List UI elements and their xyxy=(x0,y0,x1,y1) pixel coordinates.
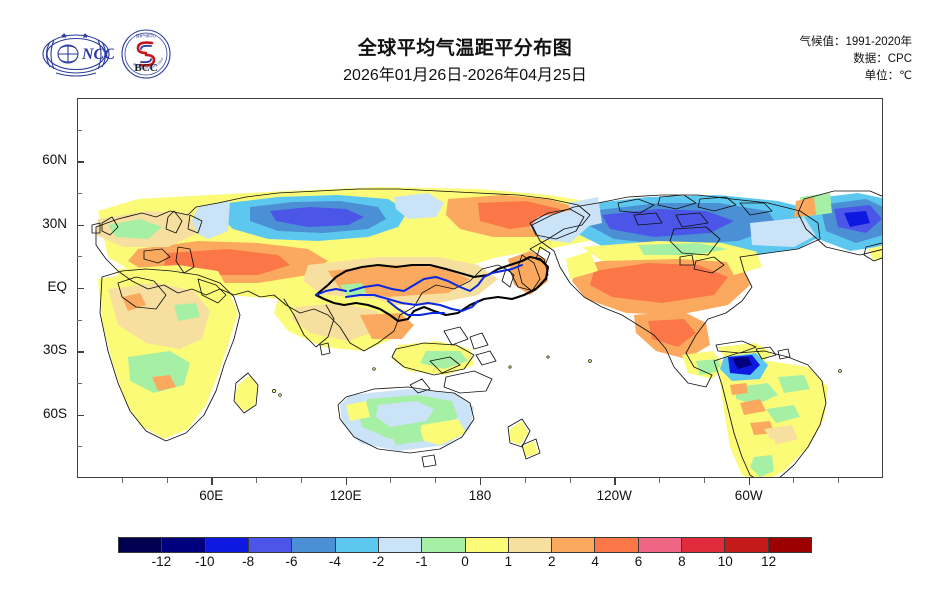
colorbar-swatch-15 xyxy=(768,538,811,552)
logo-strip: NCC BCC 国家气候中心 BEIJING CLIMATE CENTER xyxy=(34,26,174,82)
colorbar-swatch-13 xyxy=(682,538,726,552)
africa-anomaly-fill xyxy=(98,271,258,439)
page-title: 全球平均气温距平分布图 xyxy=(357,38,573,59)
australia-anomaly-fill xyxy=(340,389,538,457)
china-boundary xyxy=(314,255,550,323)
colorbar-swatch-8 xyxy=(465,538,509,552)
colorbar-swatch-3 xyxy=(248,538,293,552)
colorbar-tick--1: -1 xyxy=(415,554,428,569)
colorbar-tick-1: 1 xyxy=(504,554,513,569)
colorbar-tick--6: -6 xyxy=(285,554,298,569)
colorbar: -12 -10 -8 -6 -4 -2 -1 0 1 2 4 6 8 10 12 xyxy=(118,537,812,569)
colorbar-swatch-10 xyxy=(552,538,596,552)
colorbar-swatch-2 xyxy=(205,538,249,552)
colorbar-tick--8: -8 xyxy=(242,554,255,569)
colorbar-tick-6: 6 xyxy=(634,554,643,569)
colorbar-swatch-4 xyxy=(292,538,336,552)
map-plot-area: 60N 30N EQ 30S 60S 60E 120E 180 120W xyxy=(42,98,883,503)
colorbar-swatch-12 xyxy=(638,538,683,552)
map-frame xyxy=(77,98,883,478)
colorbar-tick-labels: -12 -10 -8 -6 -4 -2 -1 0 1 2 4 6 8 10 12 xyxy=(118,554,812,574)
colorbar-swatch-7 xyxy=(422,538,466,552)
colorbar-swatch-1 xyxy=(162,538,206,552)
meta-block: 气候值：1991-2020年 数据：CPC 单位：℃ xyxy=(800,34,913,85)
north-america-anomaly-fill xyxy=(530,193,882,379)
svg-text:BCC: BCC xyxy=(134,62,157,74)
ncc-logo: NCC xyxy=(42,32,114,77)
colorbar-swatch-0 xyxy=(119,538,163,552)
south-america-anomaly-fill xyxy=(718,353,828,477)
colorbar-tick-4: 4 xyxy=(591,554,599,569)
meta-data-source: 数据：CPC xyxy=(853,53,912,65)
meta-unit: 单位：℃ xyxy=(864,70,912,82)
colorbar-tick-8: 8 xyxy=(678,554,686,569)
small-islands xyxy=(272,355,842,397)
colorbar-swatch-11 xyxy=(595,538,639,552)
colorbar-tick--4: -4 xyxy=(328,554,341,569)
colorbar-swatch-5 xyxy=(335,538,379,552)
coastlines xyxy=(91,188,882,477)
meta-climatology: 气候值：1991-2020年 xyxy=(799,36,913,48)
china-rivers xyxy=(315,264,523,316)
bcc-logo: BCC 国家气候中心 BEIJING CLIMATE CENTER xyxy=(118,26,171,79)
svg-text:NCC: NCC xyxy=(81,46,114,63)
page-subtitle: 2026年01月26日-2026年04月25日 xyxy=(343,67,587,84)
colorbar-swatch-9 xyxy=(508,538,553,552)
colorbar-tick-0: 0 xyxy=(461,554,469,569)
colorbar-tick-2: 2 xyxy=(547,554,556,569)
colorbar-tick-10: 10 xyxy=(717,554,733,569)
colorbar-tick--12: -12 xyxy=(151,554,172,569)
anomaly-map xyxy=(78,99,882,477)
colorbar-tick--10: -10 xyxy=(194,554,215,569)
colorbar-tick-12: 12 xyxy=(761,554,777,569)
title-block: 全球平均气温距平分布图 2026年01月26日-2026年04月25日 xyxy=(215,36,715,88)
svg-text:国家气候中心: 国家气候中心 xyxy=(136,33,157,38)
colorbar-swatch-6 xyxy=(378,538,423,552)
colorbar-swatch-14 xyxy=(725,538,769,552)
eurasia-anomaly-fill xyxy=(96,187,618,375)
colorbar-tick--2: -2 xyxy=(372,554,385,569)
colorbar-swatches xyxy=(118,537,812,553)
